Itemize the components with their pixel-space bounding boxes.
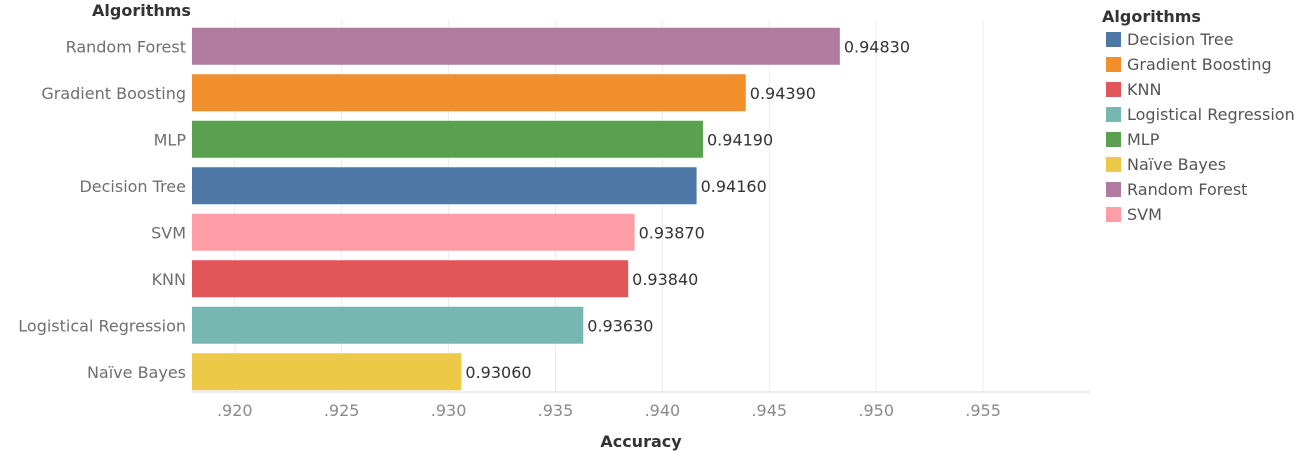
bar-decision-tree[interactable] [192,167,697,205]
row-header-label: Algorithms [92,1,191,20]
x-tick-label: .935 [538,401,574,420]
legend-item-label[interactable]: Naïve Bayes [1127,155,1226,174]
bar-value-label: 0.94390 [750,84,816,103]
bar-value-label: 0.94190 [707,130,773,149]
legend-title: Algorithms [1102,7,1201,26]
bar-layer: Random Forest 0.94830 Gradient Boosting 0.9… [18,27,910,391]
legend-item-label[interactable]: MLP [1127,130,1160,149]
legend-item-label[interactable]: Decision Tree [1127,30,1234,49]
x-tick-label: .950 [858,401,894,420]
legend: Algorithms Decision Tree Gradient Boostin… [1102,7,1295,224]
y-category-label: Decision Tree [79,177,186,196]
bar-value-label: 0.93630 [587,316,653,335]
y-category-label: Logistical Regression [18,316,186,335]
legend-swatch [1106,132,1121,147]
x-tick-label: .925 [324,401,360,420]
grid-layer: .920 .925 .930 .935 .940 .945 .950 .955 [192,20,1090,420]
y-category-label: MLP [154,130,187,149]
y-category-label: SVM [151,223,186,242]
legend-item-label[interactable]: SVM [1127,205,1162,224]
legend-item-label[interactable]: Logistical Regression [1127,105,1295,124]
x-tick-label: .930 [431,401,467,420]
x-tick-label: .945 [751,401,787,420]
x-tick-label: .920 [217,401,253,420]
y-category-label: Gradient Boosting [41,84,186,103]
y-category-label: KNN [152,270,186,289]
bar-na-ve-bayes[interactable] [192,353,462,391]
legend-swatch [1106,32,1121,47]
bar-gradient-boosting[interactable] [192,74,746,112]
legend-swatch [1106,157,1121,172]
bar-knn[interactable] [192,260,629,298]
x-tick-label: .955 [965,401,1001,420]
bar-value-label: 0.93060 [465,363,531,382]
bar-value-label: 0.93870 [639,223,705,242]
bar-mlp[interactable] [192,120,704,158]
legend-item-label[interactable]: KNN [1127,80,1161,99]
bar-logistical-regression[interactable] [192,306,584,344]
legend-swatch [1106,182,1121,197]
legend-swatch [1106,57,1121,72]
bar-value-label: 0.94830 [844,37,910,56]
bar-svm[interactable] [192,213,635,251]
x-axis-title: Accuracy [600,432,682,451]
legend-swatch [1106,207,1121,222]
bar-value-label: 0.93840 [632,270,698,289]
bar-random-forest[interactable] [192,27,840,65]
legend-swatch [1106,107,1121,122]
y-category-label: Random Forest [66,37,186,56]
legend-item-label[interactable]: Gradient Boosting [1127,55,1272,74]
legend-swatch [1106,82,1121,97]
bar-value-label: 0.94160 [701,177,767,196]
legend-item-label[interactable]: Random Forest [1127,180,1247,199]
x-tick-label: .940 [645,401,681,420]
y-category-label: Naïve Bayes [87,363,186,382]
